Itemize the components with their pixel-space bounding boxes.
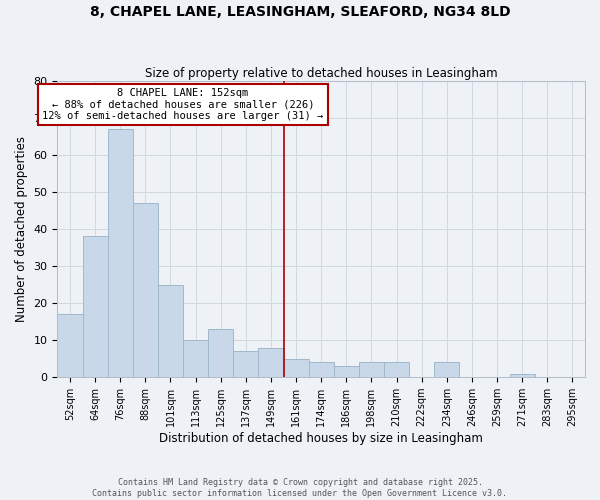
Y-axis label: Number of detached properties: Number of detached properties [15,136,28,322]
Title: Size of property relative to detached houses in Leasingham: Size of property relative to detached ho… [145,66,497,80]
Bar [183,340,208,377]
Bar [384,362,409,377]
Bar [434,362,460,377]
Bar [208,329,233,377]
Text: 8, CHAPEL LANE, LEASINGHAM, SLEAFORD, NG34 8LD: 8, CHAPEL LANE, LEASINGHAM, SLEAFORD, NG… [89,5,511,19]
Bar [509,374,535,377]
Bar [334,366,359,377]
Bar [233,352,259,377]
Bar [107,129,133,377]
Bar [58,314,83,377]
Bar [83,236,107,377]
Text: Contains HM Land Registry data © Crown copyright and database right 2025.
Contai: Contains HM Land Registry data © Crown c… [92,478,508,498]
Bar [133,203,158,377]
Bar [308,362,334,377]
X-axis label: Distribution of detached houses by size in Leasingham: Distribution of detached houses by size … [159,432,483,445]
Text: 8 CHAPEL LANE: 152sqm
← 88% of detached houses are smaller (226)
12% of semi-det: 8 CHAPEL LANE: 152sqm ← 88% of detached … [43,88,323,122]
Bar [359,362,384,377]
Bar [259,348,284,377]
Bar [284,358,308,377]
Bar [158,284,183,377]
